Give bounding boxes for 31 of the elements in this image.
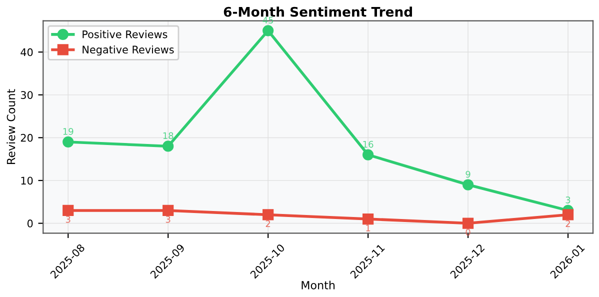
point [262, 209, 274, 220]
point [162, 204, 174, 216]
point [462, 218, 474, 229]
point [262, 25, 274, 36]
data-label: 19 [63, 128, 74, 135]
point [362, 213, 374, 225]
data-label: 16 [363, 140, 374, 148]
data-label: 3 [66, 216, 70, 223]
point [162, 140, 174, 152]
y-tick-label: 10 [21, 176, 33, 185]
point [562, 209, 574, 220]
y-axis-title: Review Count [6, 89, 16, 164]
x-axis-title: Month [302, 280, 335, 290]
data-label: 2 [566, 220, 570, 227]
data-label: 9 [466, 170, 470, 178]
y-tick-label: 20 [20, 134, 33, 142]
data-label: 18 [163, 132, 174, 140]
point [62, 136, 74, 148]
data-label: 2 [266, 220, 270, 227]
data-label: 1 [366, 224, 370, 232]
data-label: 3 [566, 196, 570, 204]
point [362, 149, 374, 160]
point [462, 179, 474, 190]
y-tick-label: 30 [20, 91, 33, 99]
legend-label: Negative Reviews [82, 45, 174, 56]
legend-label: Positive Reviews [82, 30, 168, 38]
data-label: 3 [166, 216, 170, 223]
point [62, 204, 74, 216]
y-tick-label: 0 [27, 220, 33, 228]
y-tick-label: 40 [20, 48, 33, 56]
chart-title: 6-Month Sentiment Trend [224, 6, 412, 17]
